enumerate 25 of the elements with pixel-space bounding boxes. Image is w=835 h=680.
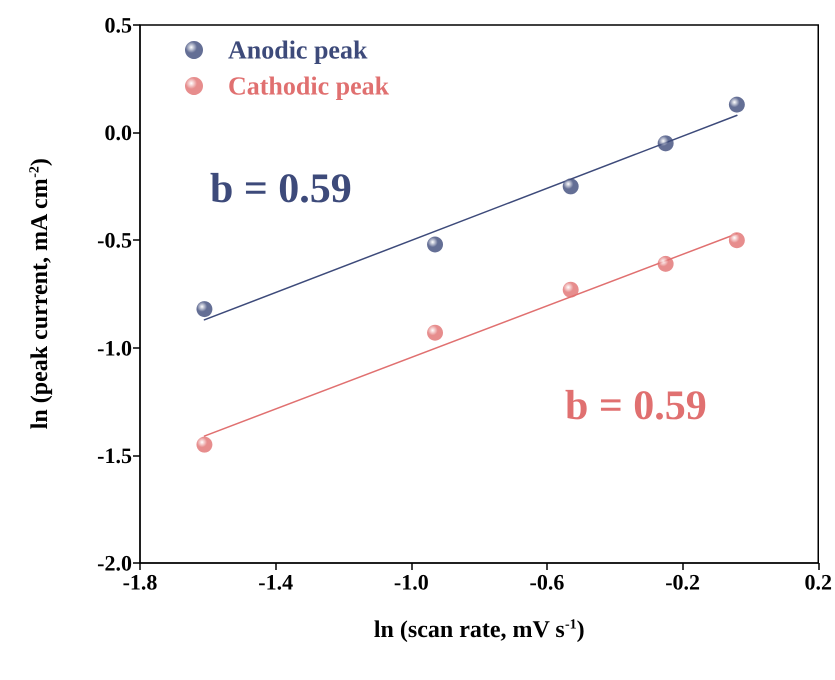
legend-label: Cathodic peak [228, 72, 390, 100]
y-tick-label: -1.5 [97, 442, 132, 468]
x-tick-label: -1.0 [394, 570, 429, 594]
point [562, 282, 579, 298]
y-tick-label: 0.5 [104, 12, 132, 38]
point [658, 256, 674, 272]
point [196, 301, 212, 318]
legend-label: Anodic peak [228, 36, 368, 64]
point [196, 436, 212, 453]
point [562, 178, 579, 194]
point [728, 232, 745, 248]
point [427, 324, 444, 341]
y-tick-label: -0.5 [97, 228, 132, 253]
x-tick-label: 0.2 [804, 570, 832, 594]
x-tick-label: -1.4 [258, 570, 294, 594]
annotation: b = 0.59 [565, 383, 707, 429]
x-tick-label: -0.6 [530, 570, 564, 594]
annotation: b = 0.59 [210, 166, 352, 212]
point [658, 135, 674, 152]
point [427, 236, 444, 252]
y-tick-label: -1.0 [97, 335, 132, 360]
y-tick-label: 0.0 [104, 120, 132, 146]
y-axis-title: ln (peak current, mA cm-2) [27, 158, 53, 430]
x-tick-label: -0.2 [665, 570, 700, 594]
point [728, 96, 745, 113]
